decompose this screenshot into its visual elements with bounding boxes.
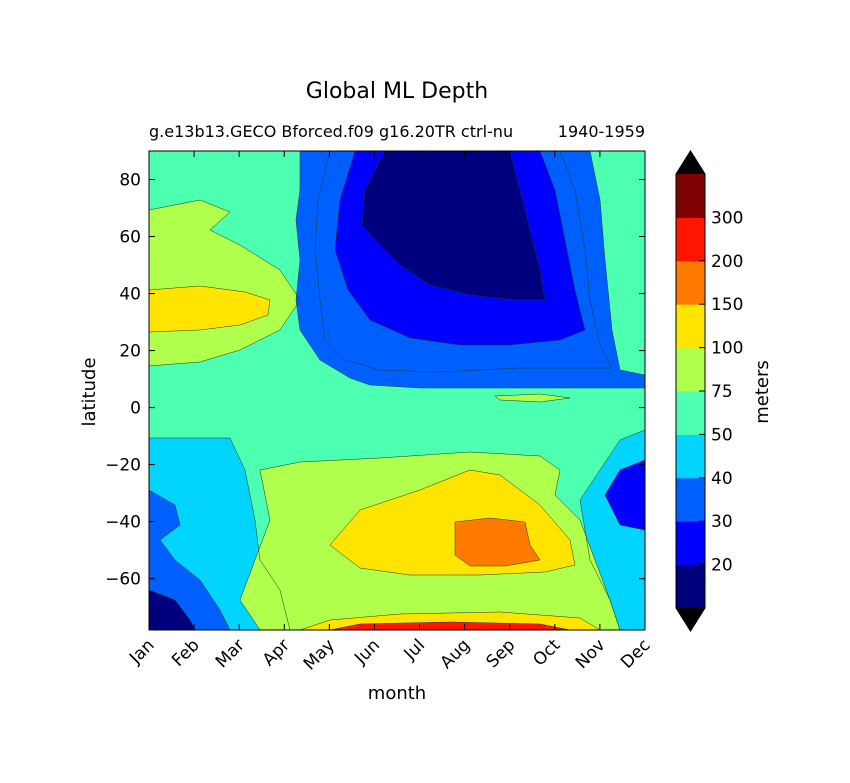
y-tick-label: 40 [119, 285, 141, 305]
y-tick-label: −40 [105, 513, 141, 533]
contour-line [149, 489, 231, 630]
contour-line [361, 151, 546, 301]
chart-subtitle-left: g.e13b13.GECO Bforced.f09 g16.20TR ctrl-… [149, 122, 513, 141]
contour-line [334, 151, 586, 346]
x-tick-label: Apr [259, 635, 294, 670]
x-axis-label: month [368, 683, 426, 704]
colorbar-tick-label: 100 [711, 339, 743, 359]
colorbar-tick-label: 75 [711, 382, 733, 402]
contour-plot-area [149, 151, 645, 630]
contour-line [149, 437, 291, 630]
y-tick-label: 80 [119, 171, 141, 191]
y-tick-label: 0 [130, 399, 141, 419]
contour-line [329, 621, 571, 630]
colorbar-tick-label: 30 [711, 512, 733, 532]
contour-line [295, 151, 645, 389]
colorbar-tick-label: 40 [711, 469, 733, 489]
x-tick-label: Aug [437, 635, 475, 673]
contour-line [149, 199, 301, 367]
plot-frame [148, 150, 646, 631]
colorbar-extend-max [676, 151, 705, 174]
colorbar-segment [676, 174, 705, 218]
x-tick-label: Feb [168, 635, 203, 670]
contour-line [604, 459, 645, 531]
contour-region-sh-deep-right [605, 460, 645, 530]
chart-subtitle-right: 1940-1959 [558, 122, 645, 141]
x-tick-label: Dec [617, 635, 654, 672]
y-tick-label: −60 [105, 570, 141, 590]
colorbar-tick-label: 150 [711, 295, 743, 315]
x-tick-label: Oct [529, 635, 564, 670]
colorbar-segment [676, 477, 705, 522]
y-axis: 80 60 40 20 0 −20 −40 −60 [105, 171, 645, 590]
colorbar-extend-min [676, 608, 705, 631]
y-tick-label: 60 [119, 228, 141, 248]
contour-region-sh-core-left [149, 590, 195, 630]
contour-line [454, 517, 541, 567]
colorbar-segment [676, 434, 705, 479]
contour-line [149, 285, 271, 333]
colorbar-tick-label: 50 [711, 425, 733, 445]
colorbar-segment [676, 304, 705, 349]
x-tick-label: Jul [400, 635, 429, 664]
colorbar-segment [676, 391, 705, 435]
colorbar-label: meters [752, 360, 773, 424]
colorbar-segment [676, 347, 705, 392]
colorbar-segment [676, 260, 705, 305]
contour-line [299, 611, 601, 630]
contour-line [579, 429, 645, 630]
colorbar: 20 30 40 50 75 100 150 200 300 [675, 150, 743, 632]
contour-line [494, 393, 571, 403]
contour-line [314, 151, 613, 373]
contour-region-nh-core [362, 151, 545, 300]
contour-region-nh-winter [149, 286, 270, 332]
x-tick-label: Sep [482, 635, 519, 672]
colorbar-segment [676, 217, 705, 262]
colorbar-tick-label: 300 [711, 208, 743, 228]
x-tick-label: Nov [572, 635, 610, 673]
x-tick-label: Mar [212, 635, 249, 672]
colorbar-segment [676, 521, 705, 566]
contour-line [149, 589, 196, 630]
colorbar-segment [676, 564, 705, 609]
y-tick-label: 20 [119, 342, 141, 362]
x-tick-label: Jun [350, 635, 384, 669]
colorbar-tick-label: 20 [711, 556, 733, 576]
x-tick-label: May [300, 635, 339, 674]
contour-lines [149, 151, 645, 630]
chart-title: Global ML Depth [306, 79, 488, 104]
contour-region-sh-winter-core [455, 518, 540, 566]
y-axis-label: latitude [79, 357, 100, 426]
x-tick-label: Jan [125, 635, 158, 668]
colorbar-frame [675, 150, 706, 632]
contour-region-equatorial-sliver [495, 394, 570, 402]
contour-line [329, 469, 576, 576]
colorbar-tick-label: 200 [711, 252, 743, 272]
y-tick-label: −20 [105, 456, 141, 476]
contour-line [239, 451, 621, 630]
